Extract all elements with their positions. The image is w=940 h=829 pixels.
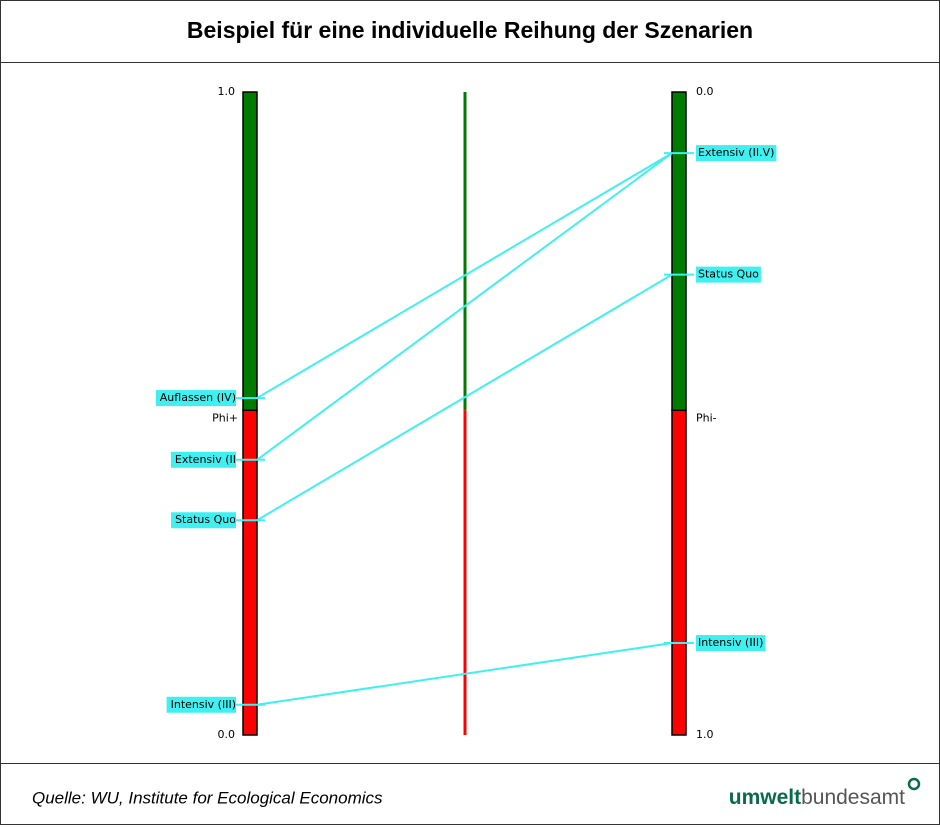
link [256,152,673,399]
logo-rest: bundesamt [801,786,905,809]
label-box [696,145,777,162]
scenario-label: Auflassen (IV) [155,390,236,407]
title: Beispiel für eine individuelle Reihung d… [187,17,753,43]
scenario-label: Extensiv (II [170,451,236,468]
scenario-name: Intensiv (III) [698,636,763,649]
link [256,273,673,522]
logo-icon [907,777,921,791]
scenario-label: Status Quo [171,512,236,529]
label-box [171,512,236,529]
scenario-name: Extensiv (II [175,453,236,466]
scenario-label: Intensiv (III) [166,696,236,713]
scenario-name: Status Quo [175,513,236,526]
tick-label: 0.0 [696,85,714,98]
label-box [155,390,236,407]
flow-label: Phi+ [212,411,238,424]
scenario-label: Intensiv (III) [696,635,766,652]
scenario-name: Intensiv (III) [171,698,236,711]
scenario-label: Extensiv (II.V) [696,145,777,162]
scenario-name: Status Quo [698,268,759,281]
flow-label: Phi- [696,411,717,424]
logo: umweltbundesamt [729,786,905,809]
tick-label: 1.0 [218,85,236,98]
link [256,642,673,706]
scenario-name: Extensiv (II.V) [698,146,774,159]
bar-upper [242,91,258,412]
bar-upper [671,91,687,412]
label-box [696,266,761,283]
bar-lower [671,409,687,736]
tick-label: 0.0 [218,728,236,741]
label-box [696,635,766,652]
logo-bold: umwelt [729,786,801,809]
label-box [170,451,236,468]
scenario-name: Auflassen (IV) [160,391,236,404]
scenario-label: Status Quo [696,266,761,283]
link [256,152,673,461]
tick-label: 1.0 [696,728,714,741]
label-box [166,696,236,713]
source: Quelle: WU, Institute for Ecological Eco… [32,788,383,807]
